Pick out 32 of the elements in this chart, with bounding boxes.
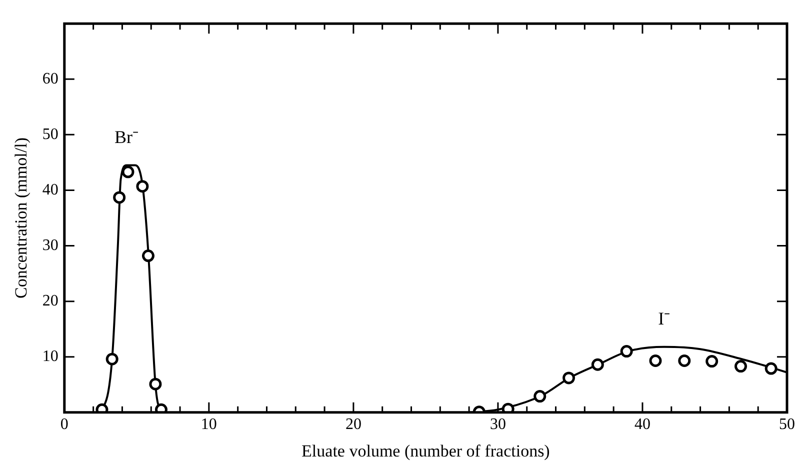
x-tick-label: 10 <box>200 416 217 434</box>
point <box>113 191 126 204</box>
point <box>502 402 514 412</box>
point <box>149 378 162 390</box>
point <box>649 354 662 367</box>
point <box>620 345 633 358</box>
series-label: Br⁻ <box>114 126 139 147</box>
point <box>136 180 149 193</box>
x-tick-label: 50 <box>779 416 795 434</box>
x-tick-label: 0 <box>60 416 68 434</box>
point <box>764 362 778 375</box>
y-axis-title: Concentration (mmol/l) <box>12 138 31 298</box>
point <box>534 390 546 403</box>
y-tick-label: 30 <box>42 236 58 254</box>
x-tick-label: 20 <box>345 416 362 434</box>
x-axis-title: Eluate volume (number of fractions) <box>302 441 550 460</box>
series-label: I⁻ <box>658 308 670 329</box>
point <box>591 358 604 371</box>
point <box>734 360 748 373</box>
y-tick-label: 20 <box>42 292 58 310</box>
y-tick-label: 40 <box>42 181 58 198</box>
y-tick-label: 60 <box>42 70 58 88</box>
point <box>678 354 691 367</box>
point <box>562 372 576 384</box>
y-tick-label: 10 <box>42 348 58 366</box>
y-tick-label: 50 <box>42 126 58 143</box>
x-tick-label: 40 <box>634 416 650 434</box>
point <box>142 250 154 262</box>
point <box>122 166 134 178</box>
x-tick-label: 30 <box>490 416 506 434</box>
point <box>106 352 118 366</box>
point <box>706 355 718 368</box>
